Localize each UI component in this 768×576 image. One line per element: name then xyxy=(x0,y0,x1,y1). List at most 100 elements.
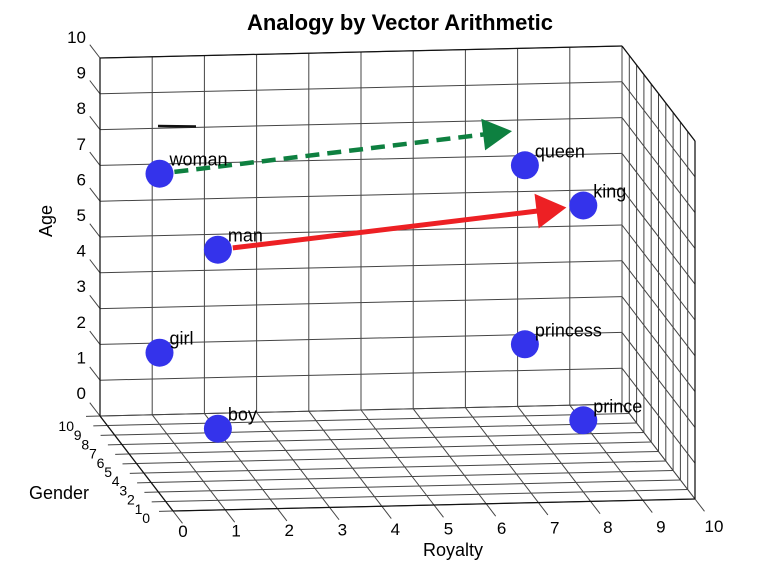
floor-front-edge xyxy=(172,498,696,512)
back-wall-horizontal xyxy=(99,296,623,310)
age-tick xyxy=(89,80,101,95)
box-edges xyxy=(99,45,696,512)
royalty-tick xyxy=(538,502,549,516)
arrow-king-minus-man xyxy=(232,193,567,251)
gender-tick-label: 1 xyxy=(135,501,143,517)
age-tick-label: 6 xyxy=(77,170,86,189)
royalty-tick-label: 1 xyxy=(231,522,240,541)
royalty-tick-label: 7 xyxy=(550,519,559,538)
point-label-boy: boy xyxy=(228,405,257,425)
point-woman xyxy=(145,159,174,188)
age-tick-label: 1 xyxy=(77,348,86,367)
gender-tick-label: 8 xyxy=(81,436,89,452)
top-back-edge xyxy=(99,45,623,59)
arrow-shaft xyxy=(174,131,487,175)
right-wall-horizontal xyxy=(621,367,696,464)
grid-lines xyxy=(85,44,705,524)
point-label-woman: woman xyxy=(169,150,228,170)
age-tick xyxy=(89,402,101,417)
data-points: woman man queen king girl boy princess prince xyxy=(145,141,642,443)
point-boy xyxy=(203,414,232,443)
gender-tick-label: 0 xyxy=(142,510,150,526)
back-wall-horizontal xyxy=(99,81,623,95)
royalty-tick xyxy=(381,505,392,519)
royalty-tick xyxy=(590,501,601,515)
royalty-tick xyxy=(433,504,444,518)
right-wall-horizontal xyxy=(621,403,696,500)
royalty-tick-label: 6 xyxy=(497,519,506,538)
age-tick xyxy=(89,151,101,166)
royalty-tick xyxy=(172,510,183,524)
royalty-tick xyxy=(642,499,653,513)
age-tick-label: 9 xyxy=(77,64,86,83)
gender-tick-label: 3 xyxy=(119,482,127,498)
point-king xyxy=(569,191,598,220)
floor-gender-line xyxy=(114,422,637,436)
point-label-man: man xyxy=(228,226,263,246)
right-wall-horizontal xyxy=(621,117,696,213)
royalty-tick-label: 9 xyxy=(656,518,665,537)
point-queen xyxy=(510,151,539,180)
age-tick-label: 5 xyxy=(77,206,86,225)
royalty-tick-label: 0 xyxy=(178,522,187,541)
back-wall-horizontal xyxy=(99,117,623,131)
age-tick xyxy=(89,115,101,130)
point-label-girl: girl xyxy=(170,329,194,349)
royalty-tick-label: 8 xyxy=(603,518,612,537)
royalty-tick xyxy=(485,503,497,517)
royalty-tick-label: 2 xyxy=(284,521,293,540)
gender-axis-title: Gender xyxy=(29,483,89,503)
royalty-tick xyxy=(329,507,340,521)
back-wall-horizontal xyxy=(99,331,623,345)
point-princess xyxy=(510,330,539,359)
royalty-tick-label: 10 xyxy=(705,517,724,536)
right-wall-horizontal xyxy=(621,153,696,249)
back-wall-horizontal xyxy=(99,188,623,202)
back-wall-horizontal xyxy=(99,260,623,274)
royalty-tick-label: 3 xyxy=(338,521,347,540)
gender-tick-label: 5 xyxy=(104,464,112,480)
royalty-tick xyxy=(277,508,288,522)
royalty-tick-label: 4 xyxy=(391,520,400,539)
floor-gender-line xyxy=(107,413,630,426)
royalty-tick xyxy=(694,498,705,512)
gender-tick-label: 10 xyxy=(58,418,74,434)
royalty-axis-title: Royalty xyxy=(423,540,483,560)
age-tick-label: 10 xyxy=(67,28,86,47)
stray-mark xyxy=(157,124,197,128)
point-prince xyxy=(569,406,598,435)
arrow-woman-plus-king-minus-man xyxy=(174,118,512,175)
gender-tick-label: 2 xyxy=(127,492,135,508)
floor-left-edge xyxy=(99,415,174,512)
point-label-king: king xyxy=(593,182,626,202)
back-wall-horizontal xyxy=(99,403,623,417)
age-tick xyxy=(89,366,101,381)
floor-gender-line xyxy=(129,441,652,455)
right-wall-horizontal xyxy=(621,260,696,357)
age-tick-label: 0 xyxy=(77,384,86,403)
floor-gender-line xyxy=(165,489,688,502)
age-tick-label: 3 xyxy=(77,277,86,296)
floor-gender-line xyxy=(121,432,644,445)
point-man xyxy=(203,235,232,264)
right-wall-horizontal xyxy=(621,81,696,178)
age-tick xyxy=(89,294,101,309)
age-tick-label: 8 xyxy=(77,99,86,118)
point-label-queen: queen xyxy=(535,141,585,161)
back-wall-horizontal xyxy=(99,367,623,381)
back-wall-horizontal xyxy=(99,152,623,166)
age-tick xyxy=(89,330,101,345)
royalty-tick xyxy=(224,509,236,523)
point-label-prince: prince xyxy=(593,396,642,416)
gender-tick-label: 7 xyxy=(89,446,97,462)
age-axis-title: Age xyxy=(36,205,56,237)
age-tick-label: 4 xyxy=(77,242,86,261)
gender-tick-label: 9 xyxy=(74,427,82,443)
gender-tick-label: 6 xyxy=(97,455,105,471)
arrow-head xyxy=(534,193,567,229)
gender-tick-label: 4 xyxy=(112,473,120,489)
